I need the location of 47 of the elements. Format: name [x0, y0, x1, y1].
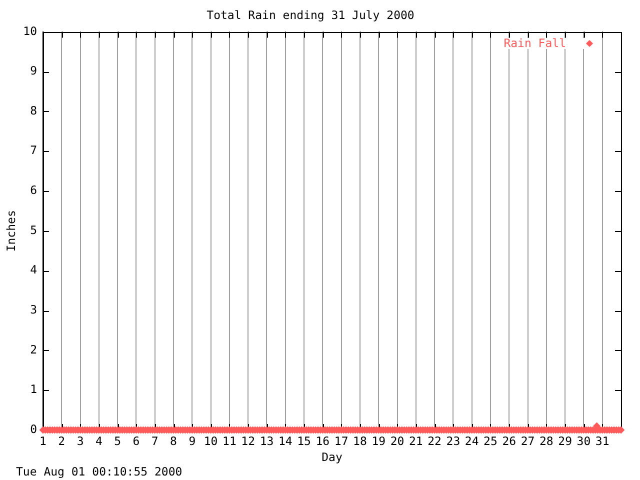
legend-label: Rain Fall — [504, 36, 566, 50]
y-tick-label: 0 — [30, 422, 38, 436]
x-tick-label: 16 — [316, 434, 330, 448]
y-axis-title: Inches — [4, 210, 18, 252]
x-tick-label: 30 — [576, 434, 591, 448]
x-tick-label: 10 — [204, 434, 218, 448]
x-tick-label: 26 — [502, 434, 516, 448]
y-tick-label: 5 — [30, 222, 37, 237]
x-tick-label: 18 — [353, 434, 367, 448]
x-tick-label: 4 — [95, 434, 102, 448]
y-tick-label: 3 — [30, 302, 38, 317]
x-tick-label: 2 — [58, 434, 66, 448]
x-axis-title: Day — [322, 450, 342, 464]
y-tick-label: 2 — [30, 342, 37, 356]
x-tick-label: 3 — [76, 434, 84, 448]
x-tick-label: 9 — [188, 434, 196, 448]
x-tick-label: 13 — [260, 434, 274, 448]
y-tick-label: 1 — [30, 382, 38, 396]
x-tick-label: 15 — [297, 434, 311, 448]
y-tick-label: 7 — [30, 143, 38, 158]
y-tick-label: 10 — [23, 24, 38, 38]
y-tick-label: 4 — [30, 262, 38, 277]
x-tick-label: 1 — [40, 434, 47, 448]
y-tick-label: 9 — [30, 64, 38, 78]
x-tick-label: 28 — [539, 434, 554, 448]
x-tick-label: 12 — [241, 434, 256, 448]
x-tick-label: 25 — [484, 434, 498, 448]
chart-title: Total Rain ending 31 July 2000 — [206, 8, 414, 22]
y-tick-label: 6 — [30, 183, 38, 198]
x-tick-label: 27 — [520, 434, 535, 448]
x-tick-label: 31 — [595, 434, 610, 448]
x-tick-label: 22 — [428, 434, 442, 448]
x-tick-label: 19 — [372, 434, 386, 448]
x-tick-label: 11 — [222, 434, 236, 448]
x-tick-label: 8 — [170, 434, 178, 448]
x-tick-label: 14 — [278, 434, 292, 448]
y-tick-label: 8 — [30, 103, 38, 118]
x-tick-label: 7 — [151, 434, 158, 448]
x-tick-label: 24 — [464, 434, 479, 448]
x-tick-label: 20 — [390, 434, 404, 448]
x-tick-label: 23 — [446, 434, 460, 448]
x-tick-label: 6 — [132, 434, 140, 448]
x-tick-label: 21 — [408, 434, 423, 448]
x-tick-label: 29 — [558, 434, 572, 448]
x-tick-label: 17 — [334, 434, 348, 448]
x-tick-label: 5 — [114, 434, 122, 448]
text: Tue Aug 01 00:10:55 2000 — [16, 464, 182, 478]
